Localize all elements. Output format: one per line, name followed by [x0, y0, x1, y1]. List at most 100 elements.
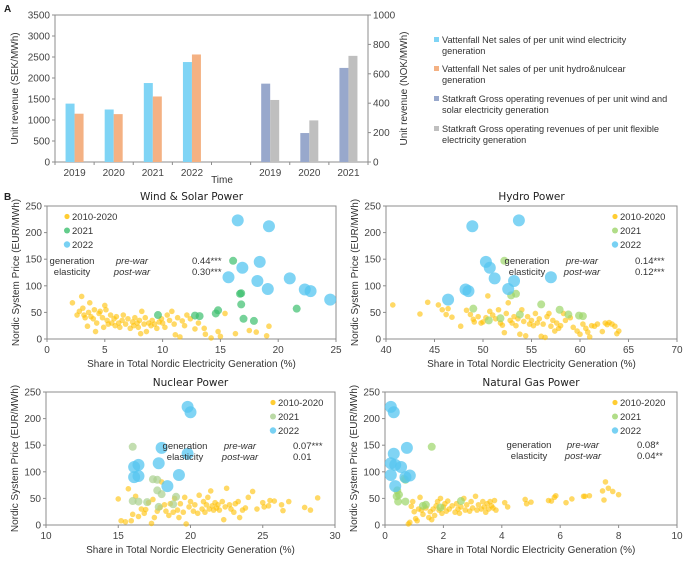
- point-2010-2020: [118, 517, 124, 524]
- point-2010-2020: [474, 507, 480, 513]
- scatter-natural-gas: Natural Gas Power 0 50 100 150 200 250 0 2 4 6 8 10 S…: [349, 377, 683, 556]
- x-tick-label: 0: [44, 345, 50, 356]
- point-2010-2020: [223, 485, 230, 492]
- x-tick-label: 50: [477, 345, 489, 356]
- pre-war-label: pre-war: [566, 440, 600, 451]
- point-2010-2020: [159, 320, 166, 326]
- point-2022: [261, 282, 274, 295]
- x-tick-label: 10: [671, 531, 683, 542]
- point-2022: [128, 471, 141, 484]
- point-2022: [251, 275, 264, 288]
- point-2010-2020: [231, 509, 237, 516]
- point-2010-2020: [187, 498, 194, 505]
- point-2010-2020: [609, 488, 616, 495]
- chart-title: Natural Gas Power: [482, 377, 580, 389]
- x-tick-label: 25: [257, 531, 269, 542]
- legend-marker: [64, 227, 70, 234]
- pre-war-label: pre-war: [115, 256, 149, 267]
- point-2021: [229, 256, 238, 265]
- x-tick-label: 2022: [181, 168, 204, 179]
- point-2021: [394, 497, 403, 506]
- y-tick-label: 200: [364, 228, 381, 239]
- legend-label: 2021: [72, 226, 93, 237]
- point-2010-2020: [599, 488, 606, 494]
- y-axis-label: Nordic System Price (EUR/MWh): [350, 199, 361, 346]
- panel-a: A 0 500 1000 1500 2000 2500 3000 3500 0 200 400 600…: [4, 4, 667, 186]
- point-2010-2020: [122, 519, 129, 525]
- point-2010-2020: [142, 506, 149, 513]
- point-2010-2020: [417, 311, 423, 317]
- point-2022: [466, 220, 479, 233]
- bar-vattenfall-s0: [104, 109, 114, 162]
- legend-swatch: [434, 96, 439, 101]
- y-tick-label-left: 0: [44, 158, 50, 169]
- point-2010-2020: [69, 300, 76, 306]
- y-tick-label-left: 1000: [28, 116, 51, 127]
- point-2021: [292, 304, 301, 313]
- y-tick-label-right: 0: [373, 158, 379, 169]
- point-2010-2020: [520, 318, 527, 325]
- point-2021: [401, 497, 410, 506]
- bar-vattenfall-s0: [182, 62, 192, 162]
- y-tick-label-left: 2000: [28, 74, 51, 85]
- point-2010-2020: [265, 503, 272, 509]
- y-tick-label-right: 200: [373, 128, 390, 139]
- point-2010-2020: [138, 308, 145, 315]
- point-2022: [462, 285, 475, 298]
- point-2010-2020: [307, 507, 314, 513]
- legend-label: 2021: [620, 412, 641, 423]
- legend-label: Statkraft Gross operating revenues of pe…: [442, 124, 659, 145]
- point-2010-2020: [92, 328, 99, 335]
- x-tick-label: 0: [382, 531, 388, 542]
- point-2010-2020: [215, 501, 221, 508]
- point-2021: [496, 314, 505, 323]
- point-2010-2020: [170, 509, 176, 516]
- point-2010-2020: [208, 335, 214, 341]
- legend-label: 2010-2020: [620, 398, 665, 409]
- point-2021: [469, 304, 478, 313]
- point-2010-2020: [85, 309, 92, 316]
- elasticity-label: generation: [163, 441, 208, 452]
- point-2022: [262, 220, 275, 233]
- y-tick-label: 0: [36, 335, 42, 346]
- point-2010-2020: [503, 310, 510, 317]
- point-2010-2020: [137, 330, 144, 337]
- point-2021: [484, 316, 493, 325]
- point-2010-2020: [513, 322, 519, 329]
- plot-frame: [46, 205, 337, 340]
- y-tick-label: 250: [363, 388, 380, 399]
- legend-swatch: [434, 66, 439, 71]
- y-tick-label: 0: [374, 521, 380, 532]
- point-2010-2020: [495, 306, 502, 313]
- point-2010-2020: [202, 331, 209, 338]
- point-2010-2020: [171, 321, 177, 327]
- point-2010-2020: [493, 507, 499, 513]
- point-2021: [515, 310, 524, 319]
- point-2010-2020: [499, 322, 506, 328]
- y-tick-label: 200: [363, 414, 380, 425]
- legend-label: 2021: [278, 412, 299, 423]
- bar-vattenfall-s1: [74, 113, 84, 162]
- point-2010-2020: [577, 331, 583, 338]
- point-2010-2020: [285, 498, 292, 505]
- point-2010-2020: [602, 479, 609, 485]
- point-2010-2020: [186, 504, 192, 510]
- point-2021: [500, 256, 509, 265]
- point-2010-2020: [501, 499, 508, 506]
- point-2010-2020: [190, 508, 197, 514]
- point-2010-2020: [417, 494, 423, 501]
- point-2010-2020: [102, 302, 108, 309]
- x-axis-label: Share in Total Nordic Electricity Genera…: [427, 545, 636, 556]
- legend-label-line: generation: [442, 46, 485, 56]
- y-tick-label: 50: [370, 308, 382, 319]
- point-2010-2020: [599, 328, 606, 335]
- point-2021: [436, 503, 445, 512]
- point-2010-2020: [154, 325, 160, 332]
- post-war-value: 0.30***: [192, 267, 222, 278]
- point-2010-2020: [467, 311, 474, 318]
- point-2010-2020: [475, 313, 481, 320]
- point-2010-2020: [562, 317, 569, 324]
- point-2010-2020: [523, 500, 530, 507]
- legend-label: 2021: [620, 226, 641, 237]
